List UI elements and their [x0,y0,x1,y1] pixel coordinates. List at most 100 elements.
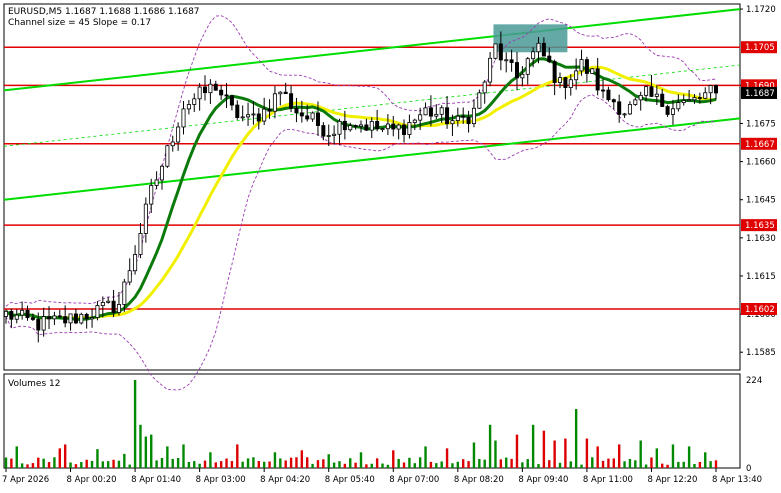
candle-body [611,99,616,103]
bollinger-lower [5,94,716,391]
candle-body [574,70,579,81]
candle-body [488,57,493,83]
candle-body [697,97,702,99]
candle-body [106,300,111,303]
candle-body [30,317,35,320]
candle-body [423,107,428,116]
candle-body [332,133,337,136]
candle-body [122,281,127,305]
candle-body [159,165,164,181]
candle-body [375,121,380,130]
candle-body [514,62,519,79]
volumes-label: Volumes 12 [8,379,60,389]
candle-body [455,115,460,121]
candle-body [57,315,62,318]
candle-body [552,61,557,83]
candle-body [9,310,14,320]
candle-body [369,121,374,131]
candle-body [251,113,256,116]
candle-body [68,313,73,324]
candle-body [617,101,622,115]
candle-body [154,179,159,186]
candle-body [127,270,132,283]
time-tick-label: 8 Apr 03:00 [196,475,246,485]
channel-upper-line [3,8,741,92]
candle-body [36,319,41,331]
candle-body [450,120,455,125]
candle-body [111,300,116,313]
candle-body [321,125,326,137]
level-label-box [741,137,777,150]
candle-body [638,94,643,101]
candle-body [84,313,89,320]
candle-body [246,114,251,118]
candle-body [541,42,546,57]
candle-body [568,79,573,88]
candle-body [326,135,331,137]
candle-body [692,97,697,101]
candle-body [531,51,536,60]
candle-body [165,145,170,167]
candle-body [434,113,439,117]
candle-body [138,232,143,255]
candle-body [606,89,611,101]
time-tick-label: 8 Apr 04:20 [260,475,310,485]
level-label-box [741,303,777,315]
candle-body [73,313,78,324]
candle-body [315,112,320,126]
time-tick-label: 7 Apr 2026 [2,475,49,485]
candle-body [229,95,234,106]
price-tick-label: 1.1720 [746,5,776,15]
candle-body [665,106,670,115]
candle-body [482,81,487,94]
candle-body [299,112,304,117]
candle-body [412,119,417,123]
symbol-header: EURUSD,M5 1.1687 1.1688 1.1686 1.1687 [8,7,200,17]
candle-body [595,68,600,91]
channel-lines [3,8,741,201]
volume-tick-label: 0 [746,464,751,474]
level-label: 1.1635 [745,221,775,231]
candle-body [294,107,299,114]
candle-body [337,120,342,135]
candle-body [14,314,19,320]
candle-body [601,89,606,92]
candle-body [649,86,654,97]
candle-body [143,203,148,234]
candle-body [584,59,589,74]
candle-body [509,59,514,63]
candle-body [391,123,396,130]
level-label: 1.1667 [745,140,775,150]
candle-body [47,316,52,320]
candle-body [267,108,272,112]
candle-body [402,124,407,135]
candle-body [283,91,288,95]
candle-body [407,122,412,135]
candle-body [622,113,627,116]
candle-body [213,83,218,91]
time-tick-label: 8 Apr 13:40 [712,475,762,485]
level-label-box [741,219,777,232]
candle-body [224,94,229,97]
candle-body [176,126,181,143]
time-tick-label: 8 Apr 05:40 [325,475,375,485]
candle-body [380,128,385,131]
current-price-label: 1.1687 [745,89,775,99]
candle-body [385,123,390,130]
candle-body [471,107,476,125]
candle-body [186,104,191,110]
price-tick-label: 1.1630 [746,234,776,244]
highlight-box [493,24,568,53]
price-tick-label: 1.1675 [746,119,776,129]
candle-body [181,108,186,128]
candle-body [396,124,401,130]
candle-body [428,107,433,117]
price-tick-label: 1.1645 [746,196,776,206]
candle-body [558,77,563,83]
candle-body [498,43,503,61]
candle-body [25,309,30,319]
candle-body [256,113,261,122]
candle-body [520,73,525,79]
candle-body [4,310,9,317]
